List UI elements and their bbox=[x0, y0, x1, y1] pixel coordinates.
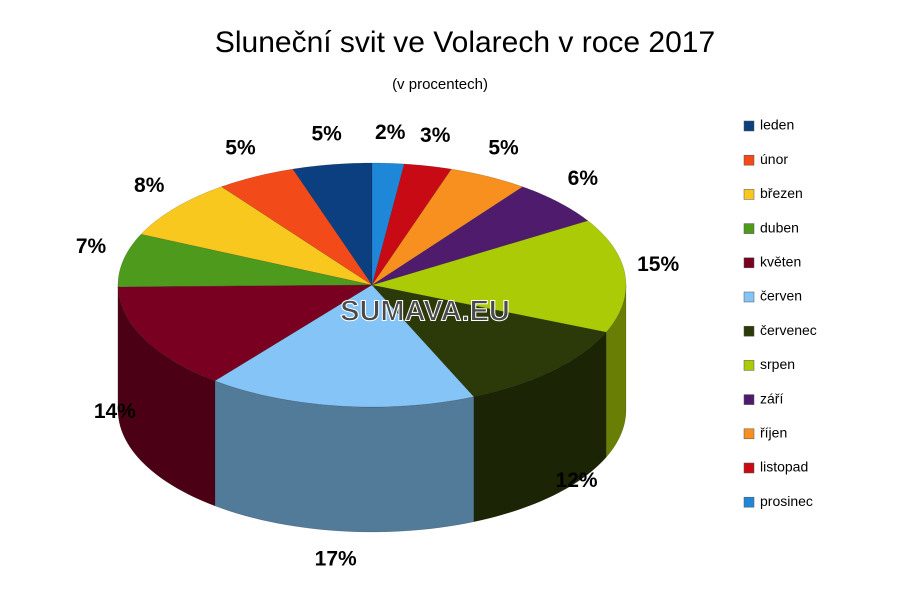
pie-slice bbox=[371, 284, 607, 398]
pie-slice bbox=[371, 220, 627, 333]
pie-slice bbox=[220, 168, 373, 286]
legend-label: září bbox=[760, 390, 783, 406]
pie-slice bbox=[117, 284, 373, 382]
data-label: 8% bbox=[134, 174, 165, 197]
pie-slice bbox=[371, 186, 589, 286]
legend-label: říjen bbox=[760, 425, 787, 441]
pie-slice bbox=[292, 162, 373, 286]
legend-label: květen bbox=[760, 254, 801, 270]
data-label: 5% bbox=[488, 137, 519, 160]
legend-label: červenec bbox=[760, 322, 817, 338]
data-label: 7% bbox=[76, 235, 107, 258]
legend-swatch bbox=[743, 120, 755, 132]
data-label: 17% bbox=[315, 547, 357, 570]
pie-tops bbox=[117, 162, 627, 408]
data-label: 2% bbox=[375, 121, 406, 144]
data-label: 14% bbox=[94, 400, 136, 423]
legend-label: srpen bbox=[760, 356, 795, 372]
legend-swatch bbox=[743, 394, 755, 405]
legend-label: duben bbox=[760, 219, 799, 235]
watermark: SUMAVA.EU bbox=[340, 296, 510, 328]
legend-swatch bbox=[743, 223, 755, 234]
data-label: 5% bbox=[311, 122, 342, 145]
legend-swatch bbox=[743, 496, 755, 508]
slice-side bbox=[606, 284, 627, 458]
legend-label: listopad bbox=[760, 459, 808, 475]
data-label: 3% bbox=[420, 124, 451, 147]
chart-title: Sluneční svit ve Volarech v roce 2017 bbox=[215, 26, 715, 59]
legend-swatch bbox=[743, 154, 755, 166]
legend-label: červen bbox=[760, 288, 802, 304]
chart-subtitle: (v procentech) bbox=[392, 76, 488, 93]
pie-slice bbox=[214, 284, 475, 408]
legend-label: březen bbox=[760, 185, 803, 201]
pie-slice bbox=[371, 162, 405, 286]
pie-slice bbox=[117, 234, 373, 288]
legend-swatch bbox=[743, 428, 755, 440]
data-label: 6% bbox=[568, 167, 599, 190]
legend-label: leden bbox=[760, 117, 794, 133]
legend-swatch bbox=[743, 462, 755, 474]
legend-swatch bbox=[743, 325, 755, 337]
legend-swatch bbox=[743, 257, 755, 269]
pie-slice bbox=[371, 163, 452, 286]
pie-sides bbox=[117, 284, 627, 533]
legend-swatch bbox=[743, 360, 755, 371]
pie-slice bbox=[371, 168, 524, 286]
legend-label: prosinec bbox=[760, 493, 813, 509]
legend-swatch bbox=[743, 189, 755, 200]
legend-label: únor bbox=[760, 151, 788, 167]
pie-slice bbox=[140, 186, 373, 286]
data-label: 15% bbox=[637, 253, 679, 276]
data-label: 12% bbox=[556, 469, 598, 492]
data-label: 5% bbox=[225, 137, 256, 160]
legend-swatch bbox=[743, 291, 755, 303]
